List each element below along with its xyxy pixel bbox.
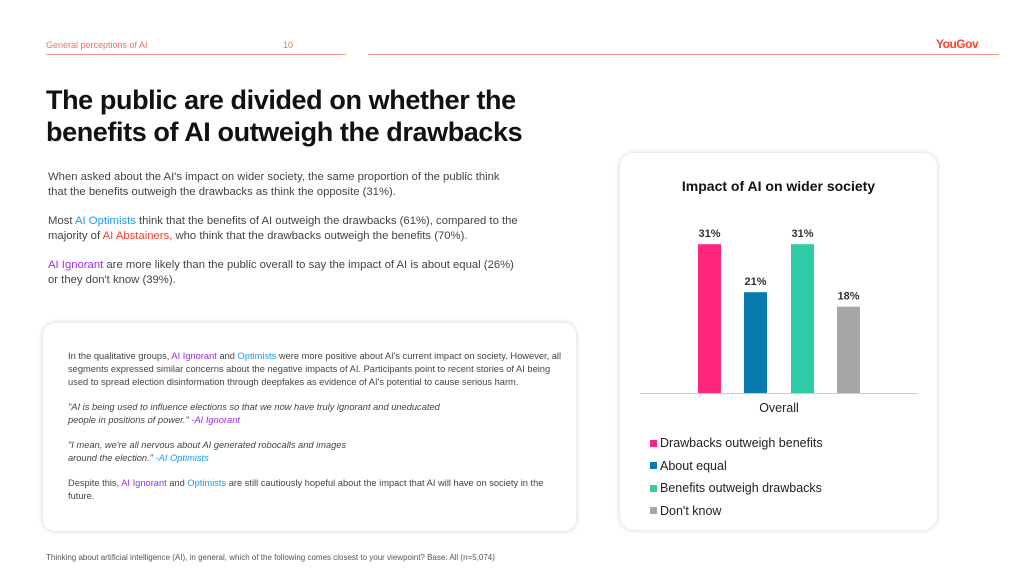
data-label: 18% — [837, 291, 859, 303]
quote-source: -AI Optimists — [152, 453, 209, 463]
segment-optimists: Optimists — [237, 351, 277, 361]
page-title: The public are divided on whether the be… — [46, 85, 523, 147]
bar-chart: 31% 21% 31% 18% Overall — [640, 228, 918, 415]
legend-item: Benefits outweigh drawbacks — [650, 477, 823, 500]
legend-label: Drawbacks outweigh benefits — [660, 436, 823, 451]
segment-ignorant: AI Ignorant — [48, 259, 104, 271]
text: were more positive about AI's current im… — [68, 351, 562, 387]
data-label: 31% — [791, 228, 813, 240]
text: and — [216, 351, 238, 361]
text: In the qualitative groups, — [68, 351, 172, 361]
paragraph: When asked about the AI's impact on wide… — [48, 171, 500, 198]
paragraph: Most AI Optimists think that the benefit… — [48, 214, 518, 244]
quote-text: "I mean, we're all nervous about AI gene… — [68, 440, 347, 463]
legend-swatch — [650, 462, 657, 470]
paragraph: Despite this, AI Ignorant and Optimists … — [68, 477, 563, 503]
quote-source: -AI Ignorant — [188, 415, 240, 425]
legend-swatch — [650, 507, 657, 515]
legend-label: About equal — [660, 458, 727, 473]
chart-legend: Drawbacks outweigh benefits About equal … — [650, 432, 823, 522]
header-divider — [368, 54, 999, 55]
footnote: Thinking about artificial intelligence (… — [46, 553, 495, 562]
legend-swatch — [650, 484, 657, 492]
data-label: 31% — [698, 228, 720, 240]
legend-label: Don't know — [660, 503, 722, 518]
text: and — [166, 478, 188, 488]
data-label: 21% — [744, 276, 766, 288]
text: who think that the drawbacks outweigh th… — [172, 230, 468, 242]
quote-text: "AI is being used to influence elections… — [68, 402, 440, 425]
text: Despite this, — [68, 478, 122, 488]
segment-optimists: AI Optimists — [75, 215, 136, 227]
chart-card: Impact of AI on wider society 31% 21% 31% 1… — [620, 153, 937, 530]
bar — [837, 306, 860, 393]
segment-optimists: Optimists — [187, 478, 227, 488]
summary-text: When asked about the AI's impact on wide… — [48, 170, 518, 302]
text: are more likely than the public overall … — [48, 259, 514, 286]
bar — [698, 244, 721, 393]
segment-abstainers: AI Abstainers, — [102, 230, 173, 242]
page-number: 10 — [283, 40, 294, 50]
qualitative-box: In the qualitative groups, AI Ignorant a… — [43, 323, 576, 531]
bar — [791, 244, 814, 393]
category-label: Overall — [759, 401, 799, 415]
legend-label: Benefits outweigh drawbacks — [660, 481, 822, 496]
chart-title: Impact of AI on wider society — [681, 178, 876, 194]
legend-swatch — [650, 439, 657, 447]
segment-ignorant: AI Ignorant — [171, 351, 217, 361]
yougov-logo: YouGov — [936, 37, 979, 51]
header-divider — [46, 54, 346, 55]
quote: "I mean, we're all nervous about AI gene… — [68, 439, 368, 465]
paragraph: In the qualitative groups, AI Ignorant a… — [68, 350, 563, 389]
segment-ignorant: AI Ignorant — [121, 478, 167, 488]
paragraph: AI Ignorant are more likely than the pub… — [48, 258, 518, 288]
legend-item: Drawbacks outweigh benefits — [650, 432, 823, 455]
legend-item: Don't know — [650, 500, 823, 523]
section-title: General perceptions of AI — [46, 40, 148, 50]
text: Most — [48, 215, 75, 227]
legend-item: About equal — [650, 455, 823, 478]
quote: "AI is being used to influence elections… — [68, 401, 448, 427]
bar — [744, 292, 767, 393]
text: think that the benefits of AI outweigh t… — [48, 215, 518, 242]
text: are still cautiously hopeful about the i… — [68, 478, 544, 501]
